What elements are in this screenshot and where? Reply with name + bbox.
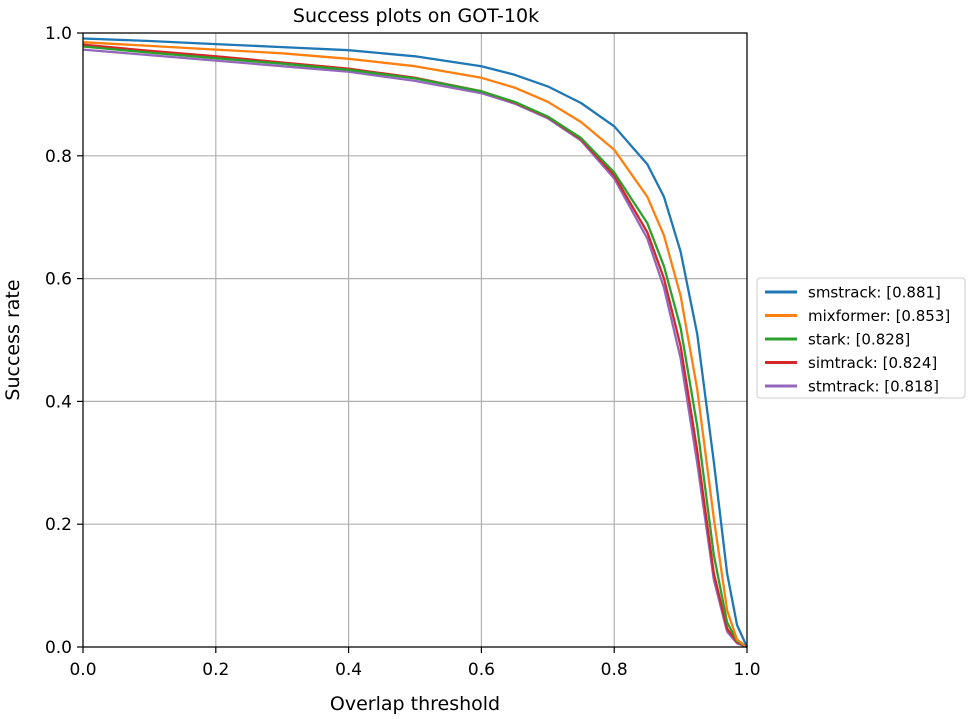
legend-label-stark: stark: [0.828] [808, 331, 910, 349]
legend-label-simtrack: simtrack: [0.824] [808, 354, 937, 372]
x-tick-label: 0.2 [202, 660, 229, 680]
series-line-simtrack [82, 43, 748, 649]
legend-label-smstrack: smstrack: [0.881] [808, 284, 941, 302]
legend: smstrack: [0.881] mixformer: [0.853] stark… [756, 277, 966, 399]
x-tick-label: 1.0 [733, 660, 760, 680]
series-line-stark [82, 45, 748, 648]
x-tick-label: 0.4 [335, 660, 362, 680]
x-tick-label: 0.8 [601, 660, 628, 680]
y-axis-label: Success rate [2, 279, 24, 400]
x-axis-label: Overlap threshold [330, 693, 500, 715]
y-tick-label: 1.0 [45, 24, 72, 44]
x-axis-ticks: 0.0 0.2 0.4 0.6 0.8 1.0 [69, 647, 761, 680]
y-tick-label: 0.8 [45, 147, 72, 167]
legend-box [756, 277, 966, 399]
y-tick-label: 0.0 [45, 638, 72, 658]
legend-label-stmtrack: stmtrack: [0.818] [808, 378, 939, 396]
series-line-stmtrack [82, 48, 748, 649]
y-tick-label: 0.2 [45, 515, 72, 535]
y-tick-label: 0.4 [45, 392, 72, 412]
series-line-mixformer [82, 41, 748, 648]
y-tick-label: 0.6 [45, 270, 72, 290]
series-lines [82, 37, 749, 649]
chart-title: Success plots on GOT-10k [293, 5, 539, 27]
y-axis-ticks: 0.0 0.2 0.4 0.6 0.8 1.0 [45, 24, 83, 658]
x-tick-label: 0.6 [468, 660, 495, 680]
plot-frame [82, 32, 748, 648]
series-line-smstrack [82, 37, 749, 648]
x-tick-label: 0.0 [69, 660, 96, 680]
legend-label-mixformer: mixformer: [0.853] [808, 307, 950, 325]
grid-lines [82, 32, 748, 648]
